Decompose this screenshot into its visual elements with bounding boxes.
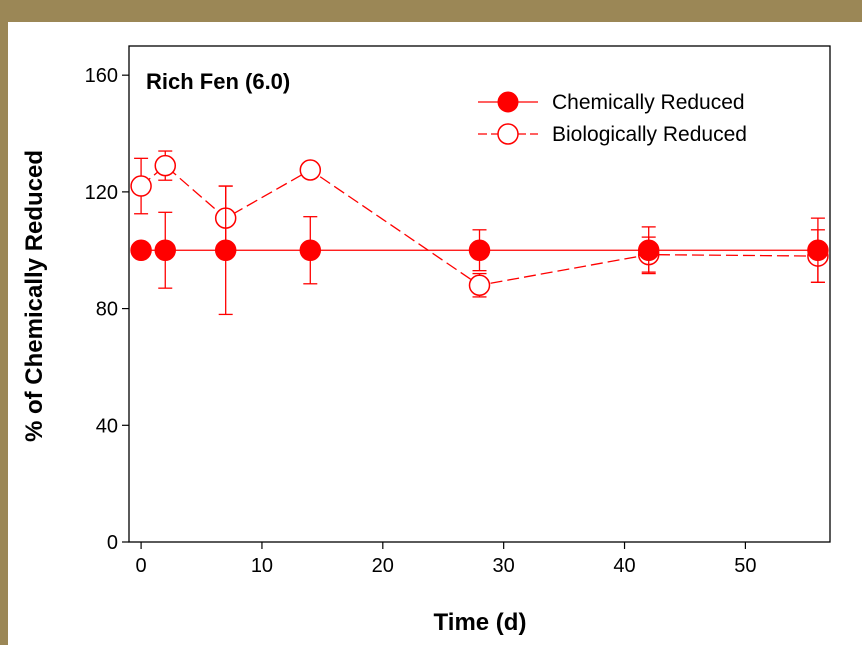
data-point-chemically-reduced-4 — [468, 239, 491, 261]
x-axis-label: Time (d) — [434, 609, 527, 636]
data-point-chemically-reduced-1 — [154, 239, 177, 261]
legend-label-chemically-reduced: Chemically Reduced — [552, 91, 745, 114]
data-point-chemically-reduced-5 — [637, 239, 660, 261]
x-tick-label-50: 50 — [734, 555, 756, 577]
y-tick-label-160: 160 — [85, 65, 118, 87]
y-tick-label-0: 0 — [107, 532, 118, 554]
data-point-biologically-reduced-0 — [130, 175, 152, 197]
axis-tick-labels: 0 10 20 30 40 50 0 40 80 120 160 — [85, 65, 757, 577]
legend-label-biologically-reduced: Biologically Reduced — [552, 123, 747, 146]
series-layer — [130, 150, 829, 316]
y-tick-label-80: 80 — [96, 299, 118, 321]
x-tick-label-30: 30 — [493, 555, 515, 577]
frame-top-border — [0, 0, 862, 22]
frame-left-border — [0, 0, 8, 645]
legend-marker-biologically-reduced — [497, 123, 519, 145]
y-axis-label: % of Chemically Reduced — [21, 150, 48, 442]
data-point-chemically-reduced-0 — [130, 239, 152, 261]
legend-item-chemically-reduced: Chemically Reduced — [478, 91, 745, 114]
series-chemically-reduced — [130, 185, 829, 316]
data-point-biologically-reduced-1 — [154, 154, 177, 177]
legend-marker-chemically-reduced — [497, 91, 519, 113]
data-point-chemically-reduced-2 — [214, 239, 237, 261]
axis-ticks — [122, 74, 746, 549]
plot-area: 0 10 20 30 40 50 0 40 80 120 160 — [85, 45, 831, 577]
y-tick-label-40: 40 — [96, 415, 118, 437]
plot-border — [128, 45, 831, 543]
legend: Chemically Reduced Biologically Reduced — [478, 91, 747, 146]
chart-title: Rich Fen (6.0) — [146, 69, 290, 94]
x-tick-label-20: 20 — [372, 555, 394, 577]
data-point-chemically-reduced-6 — [807, 239, 829, 261]
data-point-chemically-reduced-3 — [299, 239, 322, 261]
series-biologically-reduced — [130, 150, 829, 298]
x-tick-label-0: 0 — [136, 555, 147, 577]
y-tick-label-120: 120 — [85, 182, 118, 204]
legend-item-biologically-reduced: Biologically Reduced — [478, 123, 747, 146]
x-tick-label-40: 40 — [613, 555, 635, 577]
x-tick-label-10: 10 — [251, 555, 273, 577]
data-point-biologically-reduced-4 — [468, 274, 491, 296]
data-point-biologically-reduced-3 — [299, 159, 322, 181]
